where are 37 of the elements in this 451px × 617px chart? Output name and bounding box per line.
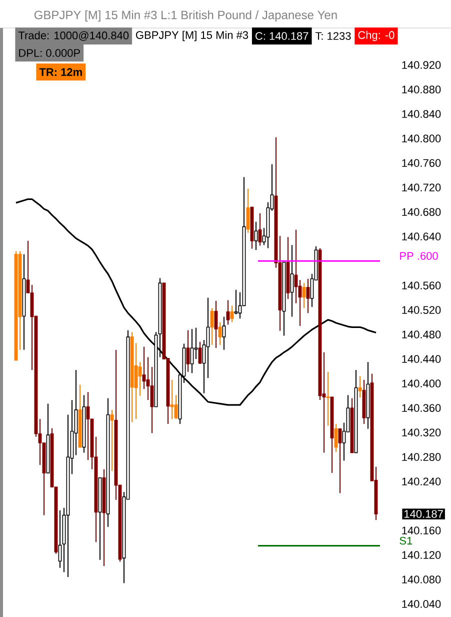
text: Chg: -0 [358, 30, 394, 42]
text: DPL: 0.000P [19, 49, 80, 57]
text: Trade: 1000@140.840 [18, 31, 129, 41]
ref-line-label: S1 [400, 536, 412, 545]
y-tick-label: 140.720 [402, 184, 441, 192]
y-tick-label: 140.560 [402, 282, 441, 290]
chart-title: GBPJPY [M] 15 Min #3 L:1 British Pound / Japanese Yen [34, 10, 337, 22]
candlestick [222, 316, 226, 350]
y-tick-label: 140.880 [402, 86, 441, 94]
y-tick-label: 140.280 [402, 453, 441, 461]
ref-line-label: PP .600 [400, 252, 438, 260]
y-tick-label: 140.040 [402, 600, 441, 608]
text: C: 140.187 [256, 32, 308, 40]
y-tick-label: 140.320 [402, 428, 441, 436]
y-tick-label: 140.400 [402, 380, 441, 388]
y-tick-label: 140.440 [402, 355, 441, 363]
y-tick-label: 140.640 [402, 232, 441, 240]
y-tick-label: 140.160 [402, 526, 441, 534]
text: GBPJPY [M] 15 Min #3 [136, 30, 248, 42]
y-tick-label: 140.120 [402, 551, 441, 559]
y-tick-label: 140.360 [402, 404, 441, 412]
annotation: TR: 12m [39, 68, 82, 76]
y-tick-label: 140.920 [402, 61, 441, 69]
candlestick [306, 278, 310, 314]
text: T: 1233 [315, 32, 351, 40]
text: 140.187 [404, 510, 443, 518]
y-tick-label: 140.840 [402, 110, 441, 118]
candlestick [142, 346, 146, 390]
candlestick [234, 289, 238, 315]
y-tick-label: 140.080 [402, 576, 441, 584]
y-tick-label: 140.800 [402, 134, 441, 142]
y-tick-label: 140.240 [402, 478, 441, 486]
candlestick [326, 371, 330, 426]
y-tick-label: 140.520 [402, 306, 441, 314]
y-tick-label: 140.760 [402, 159, 441, 167]
y-tick-label: 140.680 [402, 208, 441, 216]
y-tick-label: 140.480 [402, 330, 441, 338]
